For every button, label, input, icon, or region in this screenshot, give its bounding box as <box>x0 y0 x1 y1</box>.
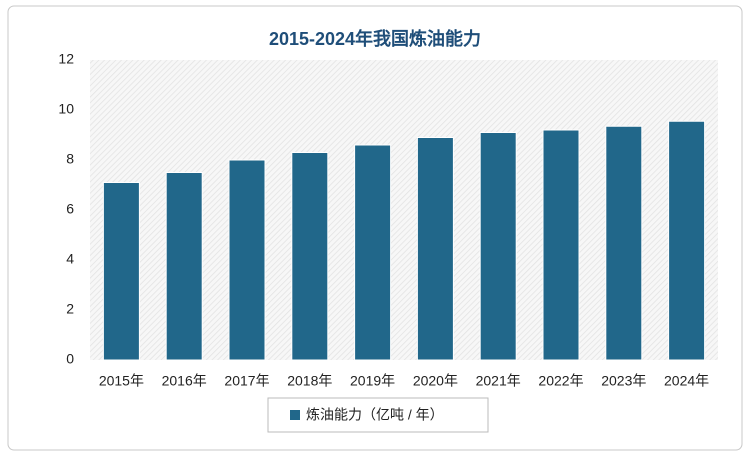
x-tick-label: 2015年 <box>99 373 144 389</box>
bar <box>354 144 392 361</box>
x-tick-label: 2018年 <box>287 373 332 389</box>
x-tick-label: 2020年 <box>413 373 458 389</box>
bar <box>416 137 454 361</box>
legend-swatch <box>290 410 300 420</box>
bar <box>479 132 517 361</box>
bar <box>668 120 706 361</box>
x-tick-label: 2021年 <box>476 373 521 389</box>
y-tick-label: 4 <box>66 251 74 267</box>
bar <box>291 152 329 361</box>
legend-box <box>267 397 489 433</box>
x-tick-label: 2024年 <box>664 373 709 389</box>
y-tick-label: 12 <box>58 51 74 67</box>
bar <box>102 182 140 361</box>
x-tick-label: 2019年 <box>350 373 395 389</box>
x-tick-label: 2017年 <box>224 373 269 389</box>
chart-title: 2015-2024年我国炼油能力 <box>269 28 481 49</box>
y-tick-label: 8 <box>66 151 74 167</box>
bar <box>228 159 266 361</box>
x-tick-label: 2016年 <box>162 373 207 389</box>
bar <box>542 129 580 361</box>
bar <box>165 172 203 361</box>
x-tick-label: 2023年 <box>601 373 646 389</box>
y-tick-label: 0 <box>66 351 74 367</box>
y-tick-label: 6 <box>66 201 74 217</box>
y-tick-label: 10 <box>58 101 74 117</box>
x-tick-label: 2022年 <box>538 373 583 389</box>
bar <box>605 125 643 361</box>
y-tick-label: 2 <box>66 301 74 317</box>
legend-label: 炼油能力（亿吨 / 年） <box>306 407 444 423</box>
